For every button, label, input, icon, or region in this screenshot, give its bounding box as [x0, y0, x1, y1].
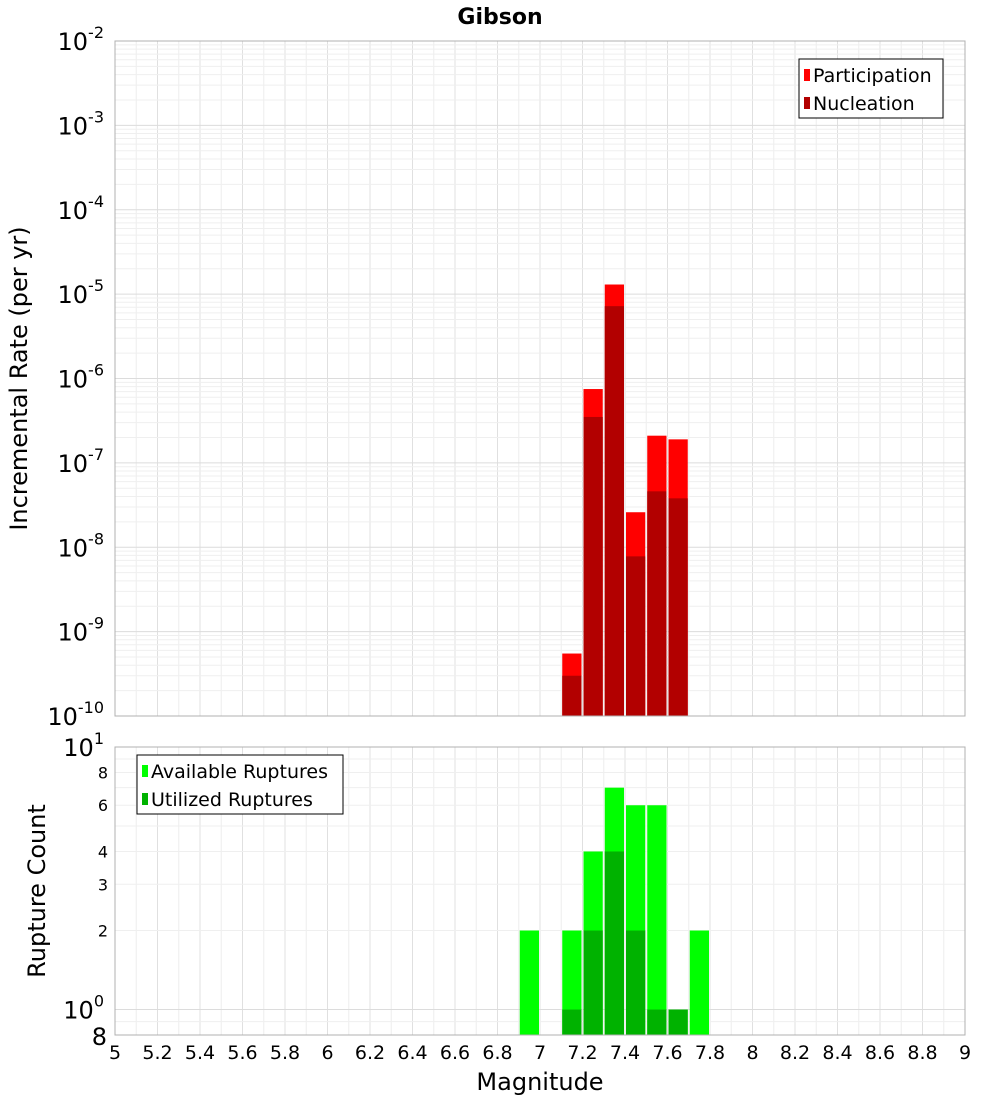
- nucleation-bar: [604, 306, 624, 716]
- bottom-y-minor-tick-label: 8: [92, 1023, 107, 1051]
- nucleation-bar: [626, 556, 646, 716]
- x-tick-label: 9: [959, 1042, 971, 1064]
- top-y-tick-label: 10-6: [58, 361, 105, 394]
- available-ruptures-bar: [647, 805, 667, 1035]
- utilized-ruptures-bar: [604, 851, 624, 1035]
- top-y-tick-label: 10-4: [58, 192, 105, 225]
- x-tick-label: 8.4: [822, 1042, 852, 1064]
- x-tick-label: 8.8: [907, 1042, 937, 1064]
- x-tick-label: 8.6: [865, 1042, 895, 1064]
- x-tick-label: 7.6: [652, 1042, 682, 1064]
- available-ruptures-bar: [562, 930, 582, 1035]
- nucleation-bar: [562, 675, 582, 716]
- top-plot-border: [114, 40, 966, 717]
- bottom-y-major-tick-label: 101: [63, 729, 104, 762]
- bottom-y-minor-tick-label: 2: [98, 922, 108, 941]
- legend-label: Utilized Ruptures: [151, 789, 313, 811]
- utilized-ruptures-bar: [562, 1009, 582, 1035]
- utilized-ruptures-bar: [668, 1009, 688, 1035]
- nucleation-bar: [647, 491, 667, 716]
- x-tick-label: 6: [321, 1042, 333, 1064]
- chart-title: Gibson: [457, 5, 542, 30]
- x-tick-label: 5.4: [185, 1042, 215, 1064]
- x-tick-label: 5.6: [227, 1042, 257, 1064]
- available-ruptures-bar: [519, 930, 539, 1035]
- nucleation-bar: [583, 416, 603, 716]
- bottom-y-minor-tick-label: 3: [98, 875, 108, 894]
- x-tick-label: 7.2: [567, 1042, 597, 1064]
- x-tick-label: 6.8: [482, 1042, 512, 1064]
- x-tick-label: 7.4: [610, 1042, 640, 1064]
- bottom-y-major-tick-label: 100: [63, 992, 104, 1025]
- bottom-y-minor-tick-label: 4: [98, 842, 108, 861]
- bottom-plot-border: [114, 746, 966, 1036]
- available-ruptures-bar: [689, 930, 709, 1035]
- top-y-tick-label: 10-7: [58, 445, 105, 478]
- top-y-tick-label: 10-2: [58, 23, 105, 56]
- top-y-axis-label: Incremental Rate (per yr): [5, 226, 33, 530]
- nucleation-bar: [668, 498, 688, 716]
- top-y-tick-label: 10-10: [47, 698, 104, 731]
- legend-label: Participation: [813, 65, 932, 87]
- top-y-tick-label: 10-5: [58, 276, 105, 309]
- x-tick-label: 6.6: [440, 1042, 470, 1064]
- legend-swatch-utilized-ruptures: [142, 793, 148, 805]
- legend-label: Available Ruptures: [151, 761, 328, 783]
- legend-label: Nucleation: [813, 93, 915, 115]
- x-tick-label: 5: [109, 1042, 121, 1064]
- x-tick-label: 8: [746, 1042, 758, 1064]
- x-axis-label: Magnitude: [476, 1068, 603, 1096]
- x-tick-label: 7.8: [695, 1042, 725, 1064]
- utilized-ruptures-bar: [583, 930, 603, 1035]
- bottom-y-axis-label: Rupture Count: [23, 804, 51, 978]
- legend-swatch-available-ruptures: [142, 765, 148, 777]
- x-tick-label: 7: [534, 1042, 546, 1064]
- bottom-y-minor-tick-label: 6: [98, 796, 108, 815]
- x-tick-label: 6.4: [397, 1042, 427, 1064]
- x-tick-label: 8.2: [780, 1042, 810, 1064]
- top-legend-box: [798, 58, 944, 119]
- bottom-y-minor-tick-label: 8: [98, 763, 108, 782]
- legend-swatch-nucleation: [804, 97, 810, 109]
- top-y-tick-label: 10-8: [58, 529, 105, 562]
- bottom-legend-box: [136, 754, 344, 815]
- top-y-tick-label: 10-9: [58, 614, 105, 647]
- x-tick-label: 5.8: [270, 1042, 300, 1064]
- legend-swatch-participation: [804, 69, 810, 81]
- top-y-tick-label: 10-3: [58, 107, 105, 140]
- utilized-ruptures-bar: [647, 1009, 667, 1035]
- x-tick-label: 6.2: [355, 1042, 385, 1064]
- utilized-ruptures-bar: [626, 930, 646, 1035]
- x-tick-label: 5.2: [142, 1042, 172, 1064]
